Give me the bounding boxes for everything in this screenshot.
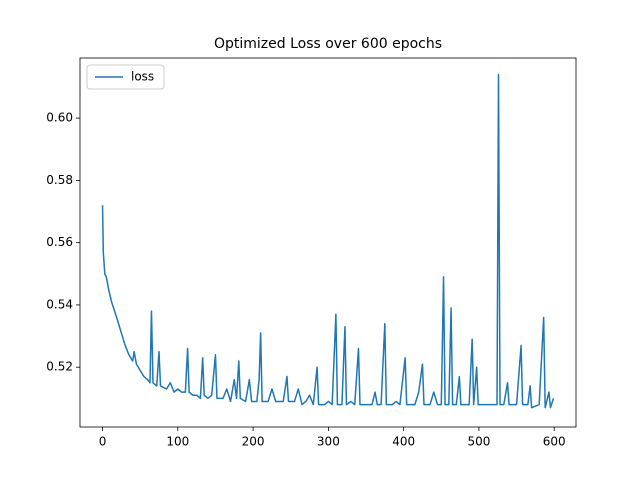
legend-label: loss <box>131 70 154 84</box>
x-tick-label: 400 <box>392 435 415 449</box>
y-tick-label: 0.60 <box>46 111 73 125</box>
line-series <box>101 73 555 409</box>
y-tick-label: 0.56 <box>46 235 73 249</box>
x-tick-label: 0 <box>99 435 107 449</box>
x-tick-label: 200 <box>242 435 265 449</box>
x-tick-label: 600 <box>543 435 566 449</box>
x-tick-label: 500 <box>467 435 490 449</box>
y-tick-label: 0.58 <box>46 173 73 187</box>
x-tick-label: 100 <box>166 435 189 449</box>
x-tick-label: 300 <box>317 435 340 449</box>
plot-frame <box>79 57 577 428</box>
chart-title: Optimized Loss over 600 epochs <box>214 36 442 52</box>
legend-box <box>86 64 165 90</box>
y-tick-label: 0.52 <box>46 360 73 374</box>
y-tick-label: 0.54 <box>46 297 73 311</box>
